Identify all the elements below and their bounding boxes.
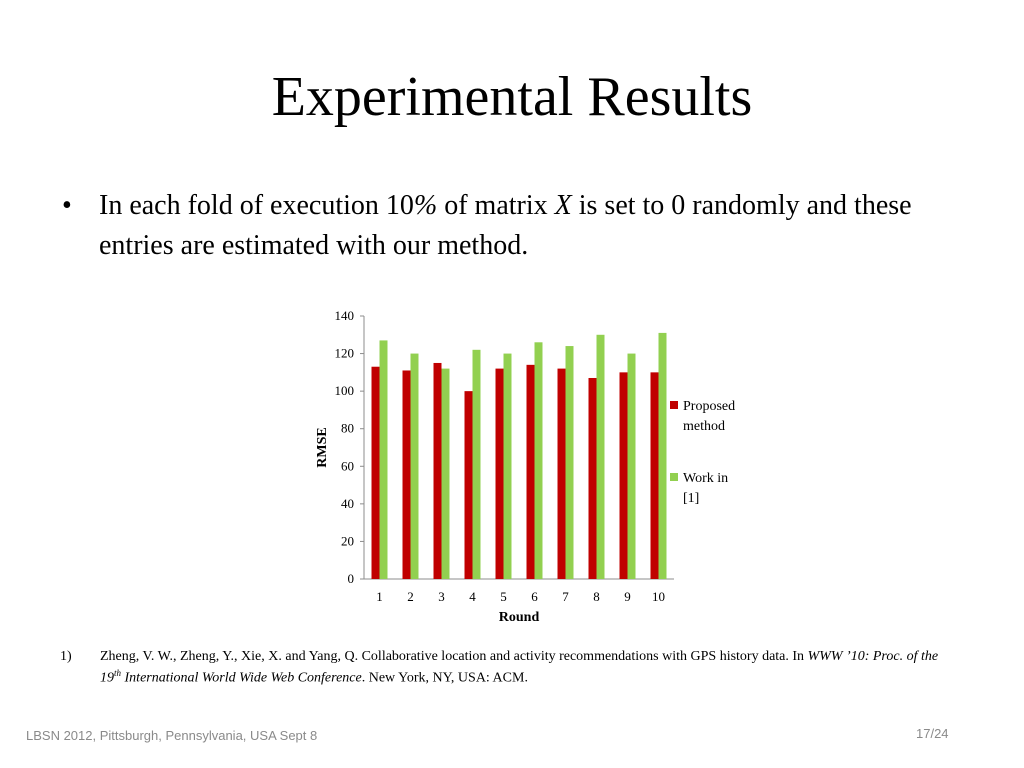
bullet-text: In each fold of execution 10% of matrix …: [99, 186, 959, 266]
y-tick-label: 100: [335, 383, 355, 398]
bullet-marker: •: [62, 190, 72, 221]
reference-part: Zheng, V. W., Zheng, Y., Xie, X. and Yan…: [100, 649, 808, 664]
y-tick-label: 40: [341, 496, 354, 511]
bullet-text-matrix-symbol: X: [554, 190, 572, 221]
bar-proposed-method: [526, 364, 535, 579]
y-tick-label: 60: [341, 458, 354, 473]
bar-work-in-1: [441, 368, 450, 579]
legend-swatch: [670, 473, 678, 481]
page-number: 17/24: [916, 726, 949, 741]
x-tick-label: 5: [500, 589, 507, 604]
bar-proposed-method: [619, 372, 628, 579]
reference-number: 1): [60, 649, 72, 664]
bullet-text-part: of matrix: [437, 190, 555, 221]
x-tick-label: 7: [562, 589, 569, 604]
legend-label: Work in: [683, 471, 728, 486]
legend-label: [1]: [683, 491, 699, 506]
y-tick-label: 140: [335, 308, 355, 323]
bar-work-in-1: [534, 342, 543, 579]
bar-proposed-method: [495, 368, 504, 579]
x-tick-label: 4: [469, 589, 476, 604]
reference-venue: WWW ’10: Proc. of the 19: [100, 649, 939, 686]
bullet-text-part: is set to 0 randomly and these entries a…: [99, 190, 912, 261]
bar-proposed-method: [402, 370, 411, 579]
reference-text: Zheng, V. W., Zheng, Y., Xie, X. and Yan…: [100, 648, 960, 687]
x-tick-label: 8: [593, 589, 600, 604]
y-tick-label: 120: [335, 346, 355, 361]
slide-title: Experimental Results: [271, 66, 753, 128]
legend-label: Proposed: [683, 399, 735, 414]
y-axis-label: RMSE: [315, 427, 330, 467]
bar-work-in-1: [565, 346, 574, 579]
bar-proposed-method: [371, 366, 380, 579]
bar-work-in-1: [658, 332, 667, 579]
bar-proposed-method: [433, 362, 442, 579]
bar-proposed-method: [588, 377, 597, 579]
bar-proposed-method: [464, 391, 473, 579]
legend-label: method: [683, 419, 725, 434]
rmse-bar-chart: 0 20 40 60 80 100 120 140 1 2 3 4 5 6 7 8 9 10 Round RMSE Pr…: [315, 308, 735, 625]
reference-part: . New York, NY, USA: ACM.: [361, 670, 528, 686]
x-tick-label: 1: [376, 589, 383, 604]
reference-sup: th: [114, 668, 122, 678]
bar-proposed-method: [650, 372, 659, 579]
bar-work-in-1: [472, 349, 481, 579]
bar-work-in-1: [503, 353, 512, 579]
legend-swatch: [670, 401, 678, 409]
bar-work-in-1: [596, 334, 605, 579]
y-tick-label: 80: [341, 421, 354, 436]
bar-work-in-1: [627, 353, 636, 579]
y-tick-label: 20: [341, 533, 354, 548]
x-tick-label: 9: [624, 589, 631, 604]
slide-footer: LBSN 2012, Pittsburgh, Pennsylvania, USA…: [26, 728, 318, 743]
x-axis-label: Round: [499, 610, 540, 625]
bullet-text-part: In each fold of execution 10: [99, 190, 414, 221]
reference-venue-rest: International World Wide Web Conference: [121, 670, 362, 686]
y-tick-label: 0: [348, 571, 355, 586]
bar-proposed-method: [557, 368, 566, 579]
bar-work-in-1: [379, 340, 388, 579]
x-tick-label: 2: [407, 589, 414, 604]
bar-work-in-1: [410, 353, 419, 579]
bullet-text-percent: %: [413, 190, 438, 221]
x-tick-label: 10: [652, 589, 665, 604]
x-tick-label: 6: [531, 589, 538, 604]
x-tick-label: 3: [438, 589, 445, 604]
